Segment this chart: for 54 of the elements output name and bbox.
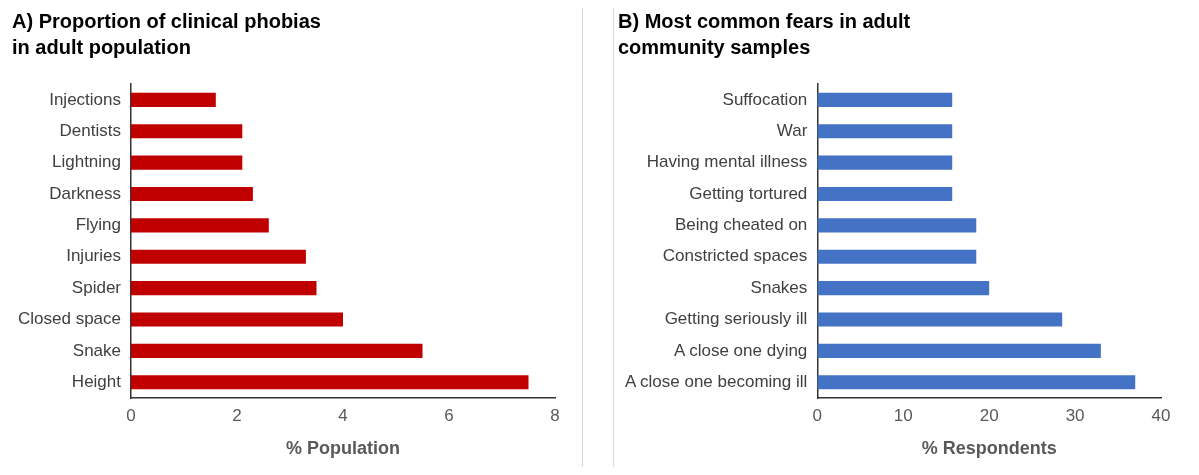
x-tick-label: 10 — [893, 405, 913, 425]
bar — [131, 375, 529, 390]
y-tick-label: Getting tortured — [689, 183, 808, 203]
bar — [131, 281, 317, 296]
x-tick-label: 2 — [232, 405, 242, 425]
x-tick-label: 20 — [979, 405, 999, 425]
x-tick-label: 40 — [1151, 405, 1171, 425]
y-tick-label: A close one becoming ill — [624, 372, 808, 391]
x-tick-label: 4 — [338, 405, 348, 425]
y-tick-label: Getting seriously ill — [664, 309, 808, 329]
chart-title: A) Proportion of clinical phobias in adult population — [11, 9, 322, 60]
x-tick-label: 0 — [126, 405, 136, 425]
bar — [131, 312, 343, 327]
y-tick-label: Being cheated on — [674, 215, 808, 235]
bar — [131, 124, 243, 139]
y-tick-label: Dentists — [59, 120, 121, 140]
y-tick-label: Lightning — [51, 152, 121, 172]
bar — [131, 218, 269, 233]
bar — [131, 186, 253, 202]
bar — [817, 124, 953, 139]
x-axis-title: % Population — [286, 438, 400, 459]
bar — [817, 155, 953, 170]
bar — [131, 249, 306, 264]
x-tick-label: 6 — [444, 405, 454, 425]
bar — [817, 186, 953, 202]
y-tick-label: Flying — [75, 215, 121, 235]
bar — [817, 343, 1101, 358]
y-tick-label: Height — [71, 372, 122, 391]
bar — [817, 375, 1136, 390]
x-tick-label: 8 — [550, 405, 560, 425]
y-tick-label: Constricted spaces — [662, 246, 808, 266]
y-tick-label: Injections — [49, 89, 121, 109]
y-tick-label: Injuries — [66, 246, 121, 266]
bar — [817, 92, 953, 107]
y-tick-label: War — [776, 120, 808, 140]
bar — [817, 249, 977, 264]
y-tick-label: Snake — [72, 340, 121, 360]
bar — [817, 281, 990, 296]
y-tick-label: Closed space — [17, 309, 121, 329]
bar — [817, 312, 1063, 327]
bar — [817, 218, 977, 233]
y-tick-label: A close one dying — [674, 340, 808, 360]
bar — [131, 155, 243, 170]
x-axis-title: % Respondents — [921, 438, 1057, 459]
y-tick-label: Darkness — [49, 183, 121, 203]
x-tick-label: 0 — [812, 405, 823, 425]
y-tick-label: Suffocation — [722, 89, 808, 109]
x-tick-label: 30 — [1065, 405, 1085, 425]
y-tick-label: Snakes — [750, 277, 808, 297]
bar — [131, 343, 423, 358]
bar — [131, 92, 216, 107]
chart-title: B) Most common fears in adult community samples — [617, 9, 912, 60]
y-tick-label: Spider — [71, 277, 122, 297]
y-tick-label: Having mental illness — [646, 152, 808, 172]
